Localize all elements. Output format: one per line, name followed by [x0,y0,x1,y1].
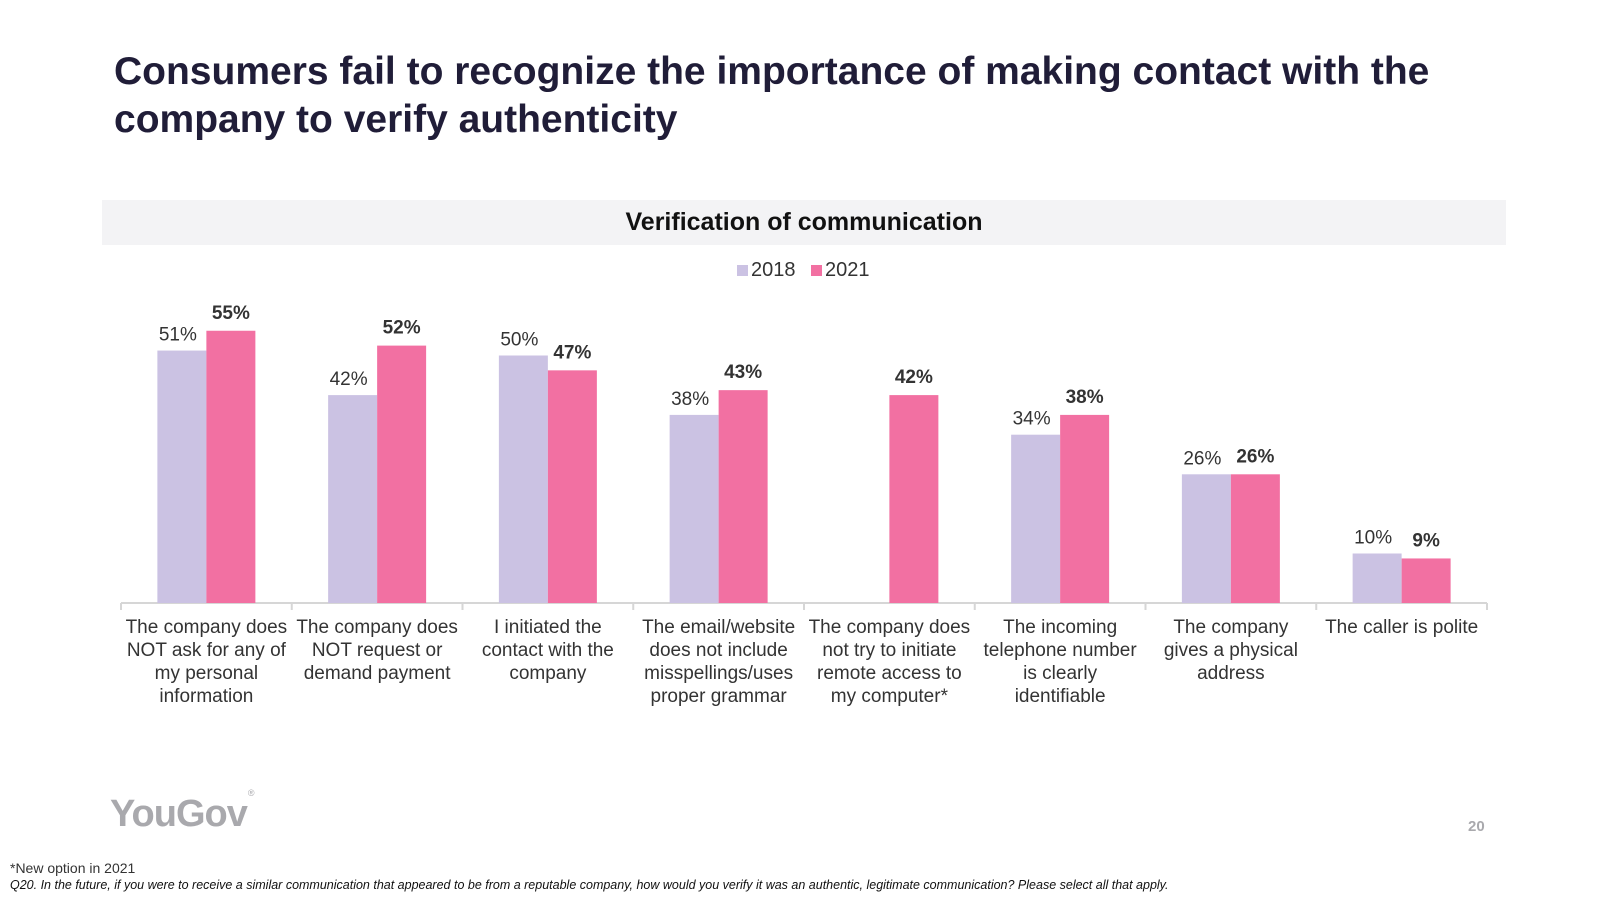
category-label-line: is clearly [1023,663,1097,684]
category-label-line: The incoming [1003,617,1117,638]
category-label-line: NOT ask for any of [127,640,287,661]
category-label-line: misspellings/uses [644,663,793,684]
bar-2021-4 [718,390,768,603]
legend-label-2018: 2018 [751,259,796,281]
category-label-line: demand payment [304,663,452,684]
category-label-line: The caller is polite [1325,617,1478,638]
category-label-line: NOT request or [312,640,443,661]
footnote-question: Q20. In the future, if you were to recei… [10,878,1169,892]
bar-2021-3 [547,370,597,603]
category-label-line: The email/website [642,617,795,638]
yougov-logo: YouGov® [110,788,254,836]
bar-2021-1 [206,330,256,603]
category-label-4: The email/website does not include misspel… [642,617,795,707]
category-label-line: identifiable [1015,686,1106,707]
bar-2021-5 [889,395,939,603]
bar-2018-6 [1011,434,1061,603]
data-label-2018-7: 26% [1183,448,1221,469]
category-label-line: The company does [296,617,458,638]
data-label-2021-6: 38% [1066,387,1104,408]
data-label-2018-6: 34% [1013,409,1051,430]
bar-2018-4 [669,414,719,603]
data-label-2018-3: 50% [500,330,538,351]
category-label-line: contact with the [482,640,614,661]
footnote-new-option: *New option in 2021 [10,860,136,876]
category-label-line: remote access to [817,663,962,684]
category-label-line: gives a physical [1164,640,1298,661]
category-label-line: company [509,663,587,684]
category-label-line: The company does [126,617,288,638]
data-label-2018-1: 51% [159,325,197,346]
category-label-1: The company does NOT ask for any of my per… [126,617,288,707]
data-label-2018-2: 42% [330,369,368,390]
slide-title: Consumers fail to recognize the importan… [114,50,1430,141]
bar-2021-2 [377,345,427,603]
data-label-2021-5: 42% [895,367,933,388]
category-label-5: The company does not try to initiate remot… [809,617,971,707]
legend-label-2021: 2021 [825,259,870,281]
page-number: 20 [1468,818,1485,835]
data-label-2021-7: 26% [1236,446,1274,467]
category-label-3: I initiated the contact with the company [482,617,614,684]
category-label-2: The company does NOT request or demand pay… [296,617,458,684]
bar-2021-6 [1060,414,1110,603]
category-label-8: The caller is polite [1325,617,1478,638]
category-label-line: telephone number [984,640,1138,661]
bar-2018-8 [1352,553,1402,603]
logo-text: YouGov [110,793,248,835]
bar-2018-2 [328,395,378,603]
chart-title: Verification of communication [102,200,1506,245]
bar-2018-3 [498,355,548,603]
data-label-2021-3: 47% [553,342,591,363]
category-label-line: The company does [809,617,971,638]
category-label-line: I initiated the [494,617,602,638]
logo-registered-mark: ® [247,788,255,799]
category-label-line: information [159,686,253,707]
legend-swatch-2021 [811,265,822,276]
bar-2021-7 [1230,474,1280,603]
category-label-line: does not include [649,640,787,661]
category-label-6: The incoming telephone number is clearly id… [984,617,1138,707]
category-label-7: The company gives a physical address [1164,617,1298,684]
data-label-2021-4: 43% [724,362,762,383]
bar-2021-8 [1401,558,1451,603]
data-label-2021-2: 52% [383,318,421,339]
legend-swatch-2018 [737,265,748,276]
category-label-line: not try to initiate [822,640,956,661]
bar-2018-7 [1181,474,1231,603]
category-label-line: proper grammar [651,686,788,707]
data-label-2021-1: 55% [212,303,250,324]
category-label-line: The company [1173,617,1289,638]
category-label-line: address [1197,663,1265,684]
data-label-2018-4: 38% [671,389,709,410]
category-label-line: my personal [155,663,259,684]
bar-2018-1 [157,350,207,603]
data-label-2018-8: 10% [1354,528,1392,549]
category-label-line: my computer* [831,686,949,707]
data-label-2021-8: 9% [1412,530,1440,551]
